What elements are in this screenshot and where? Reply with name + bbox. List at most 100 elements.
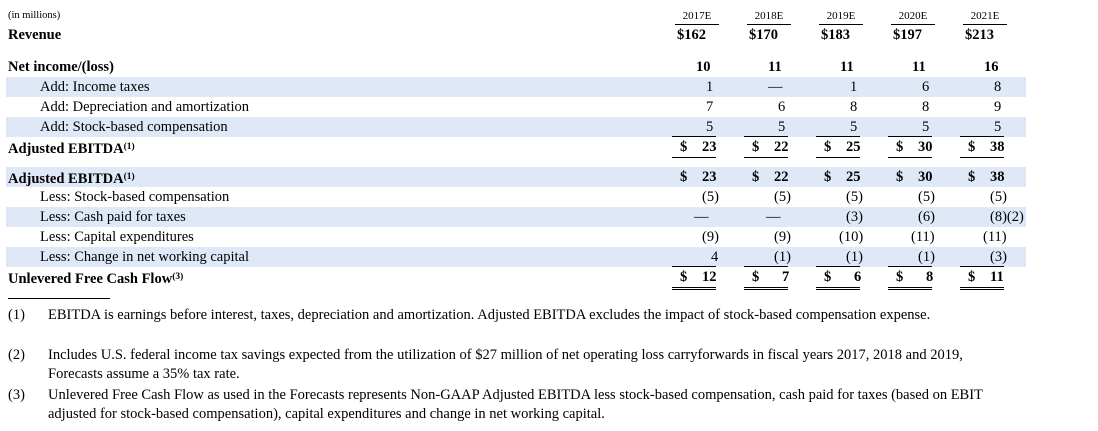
adj-ebitda-start-row: Adjusted EBITDA(1) $ 23 $ 22 $ 25 $ 30 $… <box>6 167 1026 187</box>
ufcf-dollar-2020: $ <box>896 269 904 285</box>
revenue-2017: $162 <box>677 27 706 43</box>
adj-ebitda-start-dollar-2017: $ <box>680 169 688 185</box>
footnote-2-text: Includes U.S. federal income tax savings… <box>48 347 963 382</box>
income-taxes-row: Add: Income taxes 1 — 1 6 8 <box>6 77 1026 97</box>
adj-ebitda-total-2019: 25 <box>846 139 861 155</box>
cash-taxes-2021-footnote-ref: (2) <box>1006 209 1024 225</box>
sbc-add-label: Add: Stock-based compensation <box>40 119 228 135</box>
revenue-2019: $183 <box>821 27 850 43</box>
sbc-add-2019: 5 <box>850 119 858 135</box>
capex-2020: (11) <box>911 229 935 245</box>
footnote-1-text: EBITDA is earnings before interest, taxe… <box>48 307 931 323</box>
ufcf-dollar-2018: $ <box>752 269 760 285</box>
revenue-2020: $197 <box>893 27 922 43</box>
adj-ebitda-start-dollar-2019: $ <box>824 169 832 185</box>
ufcf-2017: 12 <box>702 269 717 285</box>
sbc-less-2021: (5) <box>990 189 1007 205</box>
nwc-label: Less: Change in net working capital <box>40 249 249 265</box>
income-taxes-2017: 1 <box>706 79 714 95</box>
income-taxes-2019: 1 <box>850 79 858 95</box>
ufcf-dollar-2017: $ <box>680 269 688 285</box>
adj-ebitda-start-2017: 23 <box>702 169 717 185</box>
adj-ebitda-total-2020: 30 <box>918 139 933 155</box>
income-taxes-2021: 8 <box>994 79 1002 95</box>
net-income-label: Net income/(loss) <box>8 59 114 75</box>
adj-ebitda-start-2020: 30 <box>918 169 933 185</box>
ufcf-label: Unlevered Free Cash Flow(3) <box>8 271 184 287</box>
cash-taxes-2021: (8)(2) <box>990 209 1024 225</box>
ufcf-2018: 7 <box>782 269 790 285</box>
dep-amort-label: Add: Depreciation and amortization <box>40 99 249 115</box>
adj-ebitda-start-dollar-2020: $ <box>896 169 904 185</box>
units-label: (in millions) <box>8 10 61 21</box>
year-header-2021: 2021E <box>970 10 1000 22</box>
sbc-less-2017: (5) <box>702 189 719 205</box>
year-header-2020: 2020E <box>898 10 928 22</box>
sbc-add-2018: 5 <box>778 119 786 135</box>
year-header-2018: 2018E <box>754 10 784 22</box>
adj-ebitda-total-2021: 38 <box>990 139 1005 155</box>
revenue-row: Revenue $162 $170 $183 $197 $213 <box>6 25 1026 45</box>
adj-ebitda-total-2018: 22 <box>774 139 789 155</box>
ufcf-2019: 6 <box>854 269 862 285</box>
net-income-2020: 11 <box>912 59 926 75</box>
sbc-less-row: Less: Stock-based compensation (5) (5) (… <box>6 187 1026 207</box>
sbc-less-label: Less: Stock-based compensation <box>40 189 230 205</box>
nwc-2018: (1) <box>774 249 791 265</box>
income-taxes-2020: 6 <box>922 79 930 95</box>
net-income-2017: 10 <box>696 59 711 75</box>
adj-ebitda-total-dollar-2019: $ <box>824 139 832 155</box>
adj-ebitda-start-dollar-2021: $ <box>968 169 976 185</box>
footnote-3-number: (3) <box>8 387 25 403</box>
footnote-rule <box>8 298 110 299</box>
cash-taxes-label: Less: Cash paid for taxes <box>40 209 186 225</box>
sbc-less-2020: (5) <box>918 189 935 205</box>
year-header-2019: 2019E <box>826 10 856 22</box>
sbc-less-2019: (5) <box>846 189 863 205</box>
adj-ebitda-start-2019: 25 <box>846 169 861 185</box>
nwc-2019: (1) <box>846 249 863 265</box>
cash-taxes-row: Less: Cash paid for taxes — — (3) (6) (8… <box>6 207 1026 227</box>
cash-taxes-2019: (3) <box>846 209 863 225</box>
adj-ebitda-total-dollar-2017: $ <box>680 139 688 155</box>
nwc-2020: (1) <box>918 249 935 265</box>
ufcf-dollar-2019: $ <box>824 269 832 285</box>
income-taxes-2018: — <box>768 79 783 95</box>
adj-ebitda-total-2017: 23 <box>702 139 717 155</box>
ufcf-2021: 11 <box>990 269 1004 285</box>
capex-2018: (9) <box>774 229 791 245</box>
sbc-add-2021: 5 <box>994 119 1002 135</box>
sbc-add-2017: 5 <box>706 119 714 135</box>
adj-ebitda-total-row: Adjusted EBITDA(1) $ 23 $ 22 $ 25 $ 30 $… <box>6 137 1026 157</box>
net-income-2019: 11 <box>840 59 854 75</box>
sbc-add-row: Add: Stock-based compensation 5 5 5 5 5 <box>6 117 1026 137</box>
dep-amort-2020: 8 <box>922 99 930 115</box>
net-income-2021: 16 <box>984 59 999 75</box>
footnote-3-text: Unlevered Free Cash Flow as used in the … <box>48 387 983 422</box>
adj-ebitda-start-2021: 38 <box>990 169 1005 185</box>
capex-label: Less: Capital expenditures <box>40 229 194 245</box>
adj-ebitda-total-label: Adjusted EBITDA(1) <box>8 141 135 157</box>
capex-2021: (11) <box>983 229 1007 245</box>
cash-taxes-2017: — <box>694 209 709 225</box>
capex-2019: (10) <box>839 229 864 245</box>
revenue-2021: $213 <box>965 27 994 43</box>
ufcf-dollar-2021: $ <box>968 269 976 285</box>
net-income-row: Net income/(loss) 10 11 11 11 16 <box>6 57 1026 77</box>
cash-taxes-2020: (6) <box>918 209 935 225</box>
net-income-2018: 11 <box>768 59 782 75</box>
adj-ebitda-total-dollar-2020: $ <box>896 139 904 155</box>
dep-amort-2018: 6 <box>778 99 786 115</box>
nwc-row: Less: Change in net working capital 4 (1… <box>6 247 1026 267</box>
adj-ebitda-start-dollar-2018: $ <box>752 169 760 185</box>
capex-2017: (9) <box>702 229 719 245</box>
dep-amort-2019: 8 <box>850 99 858 115</box>
adj-ebitda-start-label: Adjusted EBITDA(1) <box>8 171 135 187</box>
nwc-2021: (3) <box>990 249 1007 265</box>
cash-taxes-2018: — <box>766 209 781 225</box>
sbc-add-2020: 5 <box>922 119 930 135</box>
footnote-2-number: (2) <box>8 347 25 363</box>
revenue-label: Revenue <box>8 27 62 43</box>
dep-amort-row: Add: Depreciation and amortization 7 6 8… <box>6 97 1026 117</box>
ufcf-2020: 8 <box>926 269 934 285</box>
